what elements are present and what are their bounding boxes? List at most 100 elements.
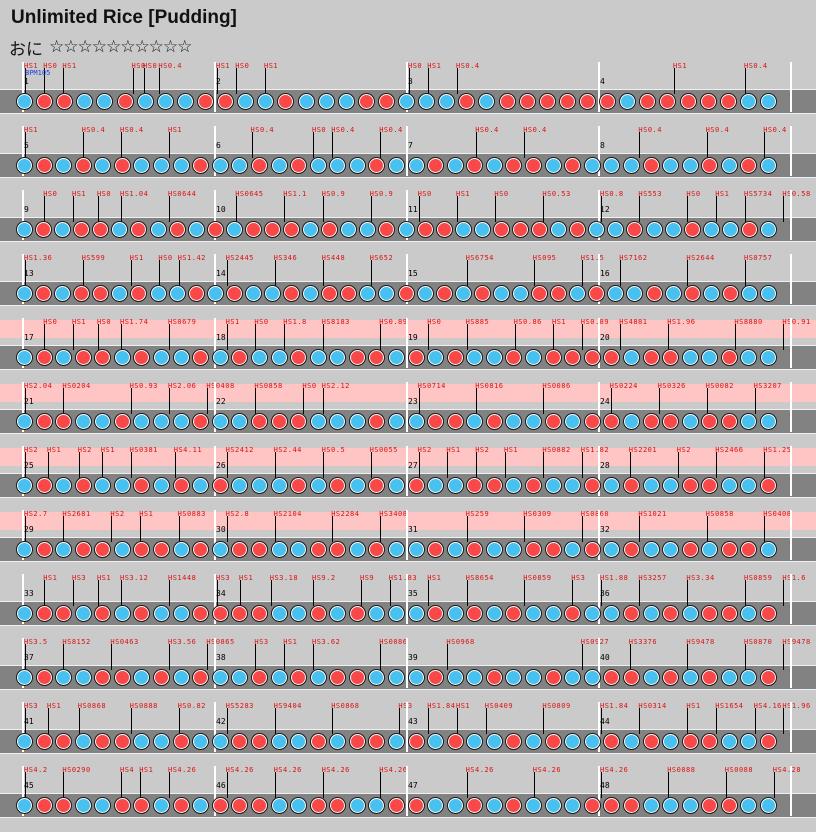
label-stem [274,772,276,798]
ka-note [153,733,171,750]
measure-number: 8 [600,141,605,150]
scroll-speed-label: HS2644 [686,254,715,262]
label-stem [783,196,785,222]
don-note [701,413,719,430]
don-note [74,157,92,174]
ka-note [302,285,320,302]
scroll-speed-label: HS0868 [77,702,107,710]
ka-note [55,349,73,366]
scroll-speed-label: HS0.89 [580,318,610,326]
scroll-speed-label: HS0809 [542,702,571,710]
label-stem [169,580,170,606]
label-stem [418,196,420,222]
label-stem [284,196,286,222]
don-note [720,797,738,814]
label-stem [44,196,46,222]
label-stem [745,260,746,286]
ka-note [740,797,758,814]
don-note [211,477,229,494]
don-note [645,285,663,302]
don-note [55,797,73,814]
don-note [244,221,262,238]
don-note [407,477,425,494]
don-note [760,605,777,622]
bar-line [790,318,792,368]
label-stem [240,580,242,606]
ka-note [740,733,758,750]
bar-line [406,126,408,176]
ka-note [172,157,190,174]
ka-note [505,669,523,686]
don-note [130,285,148,302]
scroll-speed-label: HS0290 [62,766,91,774]
bar-line [22,62,24,112]
scroll-speed-label: HS1 [47,702,62,710]
measure-number: 24 [600,397,610,406]
don-note [701,669,719,686]
chart-row: HS1 HS3 HS1 HS3.12 HS1448 HS3 HS1 HS3.18 HS9.2 HS… [0,574,816,640]
ka-note [113,477,131,494]
label-stem [457,68,458,94]
don-note [544,541,562,558]
don-note [133,349,151,366]
ka-note [622,157,640,174]
don-note [558,93,576,110]
don-note [35,221,53,238]
bar-line [22,382,24,432]
ka-note [607,285,625,302]
ka-note [622,349,640,366]
bar-line [790,702,792,752]
ka-note [74,605,92,622]
ka-note [111,221,129,238]
label-stem [303,388,305,414]
don-note [760,477,777,494]
don-note [231,541,249,558]
scroll-speed-label: HS0 [96,190,112,198]
don-note [113,797,131,814]
bar-line [598,766,600,816]
label-stem [639,132,641,158]
don-note [416,221,434,238]
don-note [683,221,701,238]
bar-line [22,638,24,688]
scroll-speed-label: HS4.26 [600,766,629,774]
bar-line [214,126,216,176]
ka-note [74,413,92,430]
don-note [427,669,445,686]
label-stem [207,388,209,414]
label-stem [505,452,506,478]
ka-note [250,477,268,494]
bar-line [406,62,408,112]
ka-note [740,349,758,366]
don-note [309,541,327,558]
don-note [505,349,523,366]
label-stem [313,644,314,670]
don-note [192,157,210,174]
label-stem [754,708,756,734]
ka-note [485,349,503,366]
scroll-speed-label: HS1.5 [580,254,605,262]
don-note [192,349,210,366]
don-note [290,413,308,430]
label-stem [764,516,766,542]
bar-line [22,190,24,240]
scroll-speed-label: HS4.26 [225,766,254,774]
ka-note [397,221,415,238]
label-stem [706,132,708,158]
don-note [701,797,719,814]
don-note [407,797,425,814]
bar-line [22,766,24,816]
ka-note [172,413,190,430]
don-note [357,93,375,110]
don-note [55,605,73,622]
bar-line [214,382,216,432]
don-note [192,605,210,622]
ka-note [388,669,405,686]
scroll-speed-label: HS0.93 [129,382,158,390]
ka-note [720,157,738,174]
ka-note [16,477,33,494]
scroll-speed-label: HS7162 [619,254,648,262]
label-stem [159,260,161,286]
don-note [720,349,738,366]
ka-note [721,221,739,238]
